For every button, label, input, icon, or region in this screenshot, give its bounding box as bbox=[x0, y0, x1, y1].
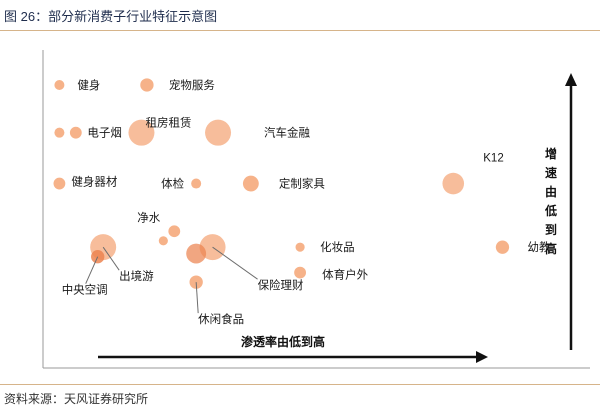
bubble-7-体检 bbox=[191, 178, 202, 189]
point-label-宠物服务: 宠物服务 bbox=[169, 78, 215, 92]
x-axis-label: 渗透率由低到高 bbox=[241, 334, 325, 349]
point-label-体检: 体检 bbox=[161, 177, 184, 191]
bubble-3 bbox=[69, 126, 82, 139]
point-label-电子烟: 电子烟 bbox=[87, 126, 122, 140]
point-label-K12: K12 bbox=[483, 153, 503, 165]
point-label-健身: 健身 bbox=[77, 78, 100, 92]
axes bbox=[42, 50, 590, 369]
bubble-10-净水 bbox=[168, 225, 181, 238]
leader-lines-layer bbox=[85, 246, 258, 314]
bubble-15 bbox=[186, 243, 207, 264]
bubble-0-健身 bbox=[54, 79, 65, 90]
leader-line-出境游 bbox=[102, 246, 120, 271]
bubble-16-化妆品 bbox=[295, 242, 305, 252]
bubbles-layer bbox=[53, 78, 510, 289]
leader-line-保险理财 bbox=[212, 246, 258, 280]
bubble-6-健身器材 bbox=[53, 177, 66, 190]
point-label-中央空调: 中央空调 bbox=[62, 283, 108, 297]
bubble-1-宠物服务 bbox=[140, 78, 154, 92]
point-label-幼教: 幼教 bbox=[527, 240, 550, 254]
bubble-4-租房租赁 bbox=[128, 119, 155, 146]
point-label-化妆品: 化妆品 bbox=[320, 240, 355, 254]
bubble-5-汽车金融 bbox=[205, 119, 232, 146]
x-direction-arrowhead bbox=[476, 351, 488, 363]
bottom-rule bbox=[0, 384, 600, 385]
point-label-出境游: 出境游 bbox=[119, 269, 154, 283]
point-label-定制家具: 定制家具 bbox=[279, 177, 325, 191]
point-label-保险理财: 保险理财 bbox=[258, 278, 304, 292]
point-label-健身器材: 健身器材 bbox=[71, 175, 117, 189]
bubble-2-电子烟 bbox=[54, 127, 65, 138]
point-label-体育户外: 体育户外 bbox=[322, 268, 368, 282]
top-rule bbox=[0, 30, 600, 31]
point-label-净水: 净水 bbox=[137, 210, 160, 224]
point-label-租房租赁: 租房租赁 bbox=[145, 116, 191, 130]
source-note: 资料来源：天风证券研究所 bbox=[4, 392, 149, 406]
leader-line-中央空调 bbox=[85, 256, 99, 284]
x-direction: 渗透率由低到高 bbox=[98, 334, 488, 363]
y-direction-arrowhead bbox=[565, 73, 577, 86]
bubble-11 bbox=[158, 236, 168, 246]
leader-line-休闲食品 bbox=[195, 282, 199, 314]
y-direction: 增速由低到高 bbox=[544, 73, 577, 350]
bubble-19-幼教 bbox=[495, 240, 510, 254]
point-label-汽车金融: 汽车金融 bbox=[264, 126, 310, 140]
bubble-8-定制家具 bbox=[242, 175, 259, 192]
bubble-17-体育户外 bbox=[294, 266, 306, 279]
figure-title: 图 26：部分新消费子行业特征示意图 bbox=[4, 9, 218, 24]
y-axis-label: 增速由低到高 bbox=[544, 146, 557, 256]
point-label-休闲食品: 休闲食品 bbox=[198, 312, 244, 326]
bubble-9-K12 bbox=[442, 172, 465, 195]
